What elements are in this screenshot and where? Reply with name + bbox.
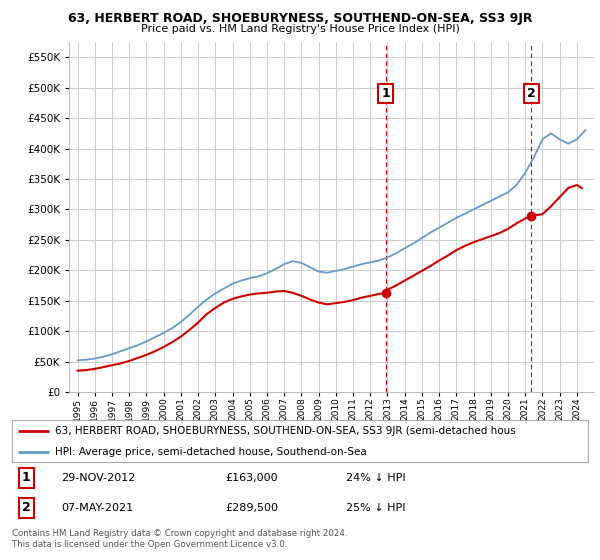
Text: 63, HERBERT ROAD, SHOEBURYNESS, SOUTHEND-ON-SEA, SS3 9JR (semi-detached hous: 63, HERBERT ROAD, SHOEBURYNESS, SOUTHEND… (55, 426, 516, 436)
Text: 07-MAY-2021: 07-MAY-2021 (61, 503, 133, 513)
Text: 2: 2 (22, 501, 31, 514)
Text: 1: 1 (382, 87, 390, 100)
Text: 63, HERBERT ROAD, SHOEBURYNESS, SOUTHEND-ON-SEA, SS3 9JR: 63, HERBERT ROAD, SHOEBURYNESS, SOUTHEND… (68, 12, 532, 25)
Text: Price paid vs. HM Land Registry's House Price Index (HPI): Price paid vs. HM Land Registry's House … (140, 24, 460, 34)
Text: HPI: Average price, semi-detached house, Southend-on-Sea: HPI: Average price, semi-detached house,… (55, 447, 367, 458)
Text: 2: 2 (527, 87, 536, 100)
Text: 24% ↓ HPI: 24% ↓ HPI (346, 473, 406, 483)
Text: 1: 1 (22, 471, 31, 484)
Text: £289,500: £289,500 (225, 503, 278, 513)
Text: 29-NOV-2012: 29-NOV-2012 (61, 473, 136, 483)
Text: £163,000: £163,000 (225, 473, 278, 483)
Text: 25% ↓ HPI: 25% ↓ HPI (346, 503, 406, 513)
Text: Contains HM Land Registry data © Crown copyright and database right 2024.
This d: Contains HM Land Registry data © Crown c… (12, 529, 347, 549)
